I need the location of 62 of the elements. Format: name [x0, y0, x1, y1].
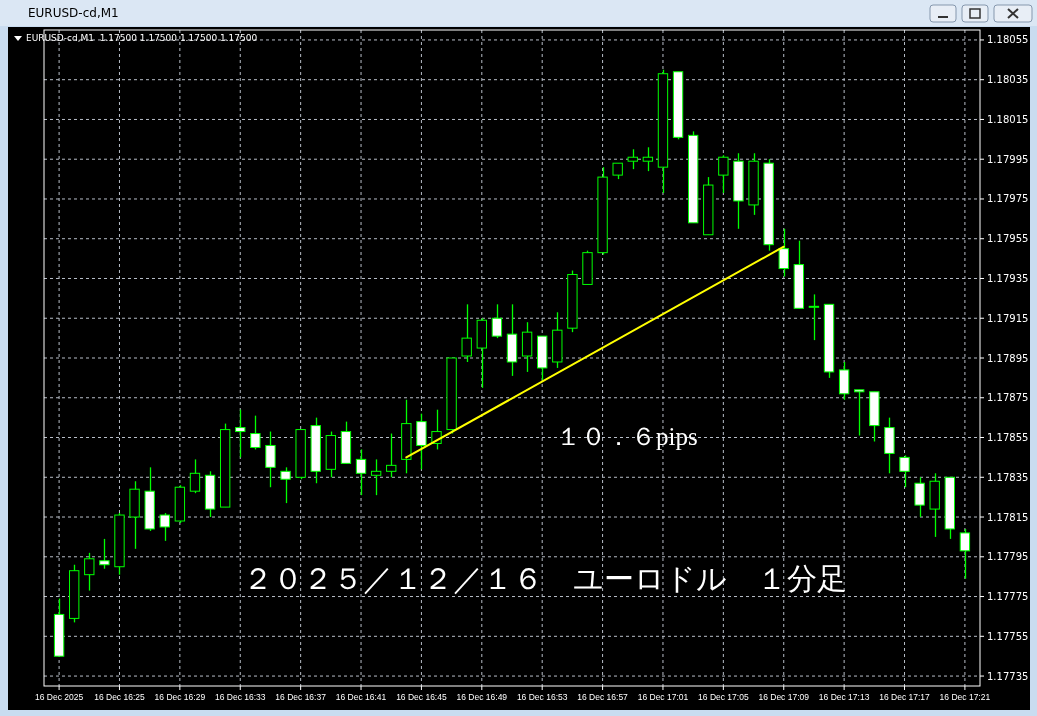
x-tick-label: 16 Dec 17:13: [818, 692, 870, 702]
candlestick: [642, 146, 654, 172]
x-tick-label: 16 Dec 17:21: [939, 692, 991, 702]
candlestick: [416, 413, 427, 470]
candlestick: [838, 361, 850, 401]
x-tick-label: 16 Dec 16:41: [335, 692, 387, 702]
y-tick-label: 1.17815: [987, 511, 1029, 523]
chart-subtitle: EURUSD-cd,M1 1.17500 1.17500 1.17500 1.17500: [26, 33, 258, 43]
x-tick-label: 16 Dec 16:53: [516, 692, 568, 702]
y-tick-label: 1.17995: [987, 153, 1029, 165]
x-tick-label: 16 Dec 16:33: [214, 692, 266, 702]
y-tick-label: 1.17775: [987, 591, 1029, 603]
candlestick: [491, 303, 503, 339]
candlestick: [370, 458, 382, 496]
y-tick-label: 1.17915: [987, 312, 1029, 324]
y-tick-label: 1.17855: [987, 432, 1029, 444]
candlestick: [959, 528, 971, 580]
y-tick-label: 1.17895: [987, 352, 1029, 364]
x-tick-label: 16 Dec 17:05: [698, 692, 749, 702]
x-tick-label: 16 Dec 16:57: [577, 692, 629, 702]
candlestick: [84, 552, 95, 592]
x-tick-label: 16 Dec 16:29: [154, 692, 206, 702]
x-tick-label: 16 Dec 17:09: [758, 692, 810, 702]
candlestick: [235, 409, 246, 459]
candlestick: [355, 448, 367, 496]
candlestick: [461, 303, 472, 363]
x-tick-label: 16 Dec 2025: [35, 692, 84, 702]
chart-title: EURUSD-cd,M1: [28, 6, 119, 20]
candlestick: [265, 430, 276, 488]
candlestick: [386, 432, 397, 478]
x-tick-label: 16 Dec 16:45: [396, 692, 447, 702]
y-tick-label: 1.17755: [987, 630, 1029, 642]
candlestick: [808, 293, 820, 341]
y-tick-label: 1.18035: [987, 74, 1029, 86]
candlestick: [627, 148, 638, 170]
y-tick-label: 1.18015: [987, 113, 1029, 125]
candlestick: [914, 476, 925, 518]
candlestick: [854, 389, 865, 437]
candlestick: [250, 415, 261, 451]
y-tick-label: 1.18055: [987, 34, 1029, 46]
candlestick: [99, 538, 110, 570]
candlestick: [159, 512, 170, 542]
x-tick-label: 16 Dec 16:49: [456, 692, 508, 702]
x-tick-label: 16 Dec 16:25: [94, 692, 146, 702]
candlestick: [899, 454, 910, 488]
candlestick: [280, 466, 291, 504]
annotation: １０．６pips: [556, 423, 698, 450]
x-tick-label: 16 Dec 17:01: [637, 692, 689, 702]
y-tick-label: 1.17975: [987, 193, 1029, 205]
y-tick-label: 1.17795: [987, 551, 1029, 563]
y-tick-label: 1.17875: [987, 392, 1029, 404]
annotation: ２０２５／１２／１６ ユーロドル １分足: [243, 562, 847, 595]
candlestick: [189, 458, 201, 494]
x-tick-label: 16 Dec 17:17: [879, 692, 931, 702]
x-tick-label: 16 Dec 16:37: [275, 692, 327, 702]
y-tick-label: 1.17935: [987, 272, 1029, 284]
candlestick: [521, 321, 533, 373]
candlestick: [778, 228, 789, 278]
y-tick-label: 1.17955: [987, 233, 1029, 245]
y-tick-label: 1.17735: [987, 670, 1029, 682]
candlestick: [718, 154, 729, 194]
y-tick-label: 1.17835: [987, 471, 1029, 483]
